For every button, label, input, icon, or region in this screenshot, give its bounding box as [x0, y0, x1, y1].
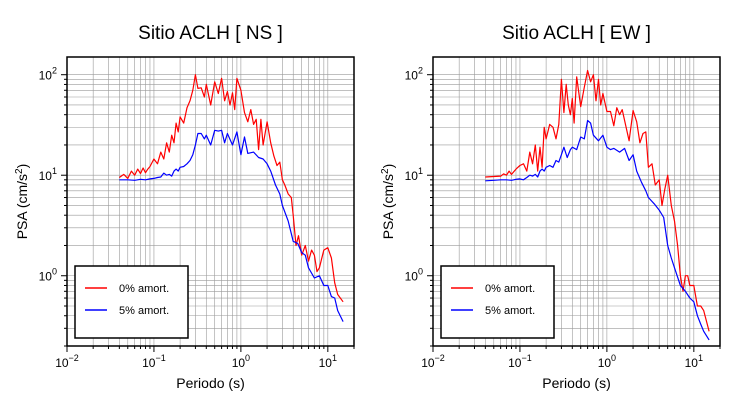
x-tick-label: 10−2	[421, 353, 445, 370]
chart-ns: 10−2 10−1 100 101 100 101 102 Sitio ACLH [ NS …	[14, 23, 355, 391]
plot-data	[118, 74, 344, 322]
x-tick-label: 10−1	[508, 353, 532, 370]
y-tick-label: 102	[405, 66, 423, 83]
legend-label-0pct: 0% amort.	[485, 283, 535, 295]
x-tick-label: 100	[598, 353, 616, 370]
y-axis-label: PSA (cm/s2)	[380, 164, 396, 240]
x-axis-label: Periodo (s)	[176, 375, 244, 391]
y-tick-label: 100	[39, 267, 57, 284]
grid	[66, 57, 355, 347]
x-tick-label: 10−1	[142, 353, 166, 370]
series-line-0	[485, 69, 710, 332]
x-tick-label: 100	[232, 353, 250, 370]
y-tick-label: 101	[39, 166, 57, 183]
legend-label-0pct: 0% amort.	[119, 283, 169, 295]
legend-box	[440, 265, 555, 339]
legend-label-5pct: 5% amort.	[119, 305, 169, 317]
x-tick-label: 101	[319, 353, 337, 370]
x-tick-label: 101	[685, 353, 703, 370]
chart-title: Sitio ACLH [ NS ]	[138, 23, 283, 44]
legend-box	[74, 265, 189, 339]
legend: 0% amort. 5% amort.	[74, 265, 189, 339]
plot-frame	[432, 56, 721, 347]
y-tick-label: 100	[405, 267, 423, 284]
x-axis-label: Periodo (s)	[542, 375, 610, 391]
series-line-1	[119, 129, 344, 322]
plot-frame	[66, 56, 355, 347]
chart-ew: 10−2 10−1 100 101 100 101 102 Sitio ACLH [ EW …	[380, 23, 721, 391]
series-line-1	[485, 119, 710, 341]
legend-label-5pct: 5% amort.	[485, 305, 535, 317]
y-tick-label: 101	[405, 166, 423, 183]
legend: 0% amort. 5% amort.	[440, 265, 555, 339]
chart-title: Sitio ACLH [ EW ]	[502, 23, 651, 44]
x-tick-label: 10−2	[55, 353, 79, 370]
y-axis-label: PSA (cm/s2)	[14, 164, 30, 240]
plot-data	[485, 69, 710, 341]
y-tick-label: 102	[39, 66, 57, 83]
